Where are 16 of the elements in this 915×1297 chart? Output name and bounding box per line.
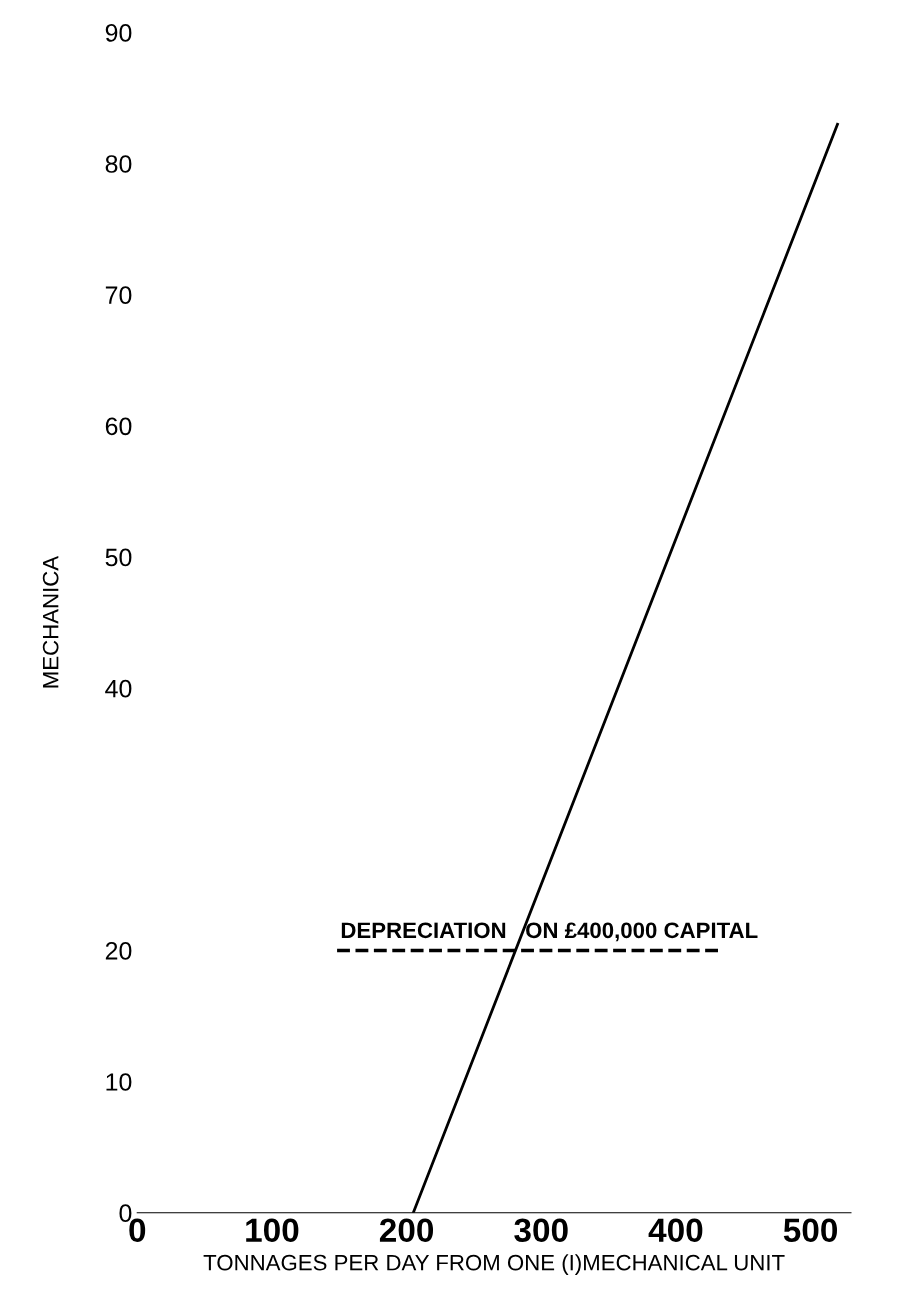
y-tick-label: 70	[105, 286, 132, 305]
x-tick-label: 200	[379, 1218, 434, 1243]
x-tick-label: 300	[514, 1218, 568, 1243]
y-tick-label: 90	[105, 24, 132, 42]
x-tick-label: 400	[648, 1218, 703, 1243]
x-axis-title: TONNAGES PER DAY FROM ONE (I)MECHANICAL UNIT	[203, 1254, 785, 1275]
y-tick-label: 60	[105, 417, 132, 436]
x-tick-label: 100	[246, 1218, 299, 1243]
y-axis-title: MECHANICA	[42, 555, 59, 688]
y-tick-label: 10	[106, 1073, 132, 1091]
ref-line-label: DEPRECIATION ON £400,000 CAPITAL	[341, 922, 758, 942]
y-tick-label: 40	[105, 679, 132, 698]
y-tick-label: 50	[105, 548, 132, 567]
y-tick-label: 20	[105, 942, 132, 960]
y-tick-label: 80	[105, 155, 132, 173]
x-tick-label: 500	[783, 1218, 837, 1243]
